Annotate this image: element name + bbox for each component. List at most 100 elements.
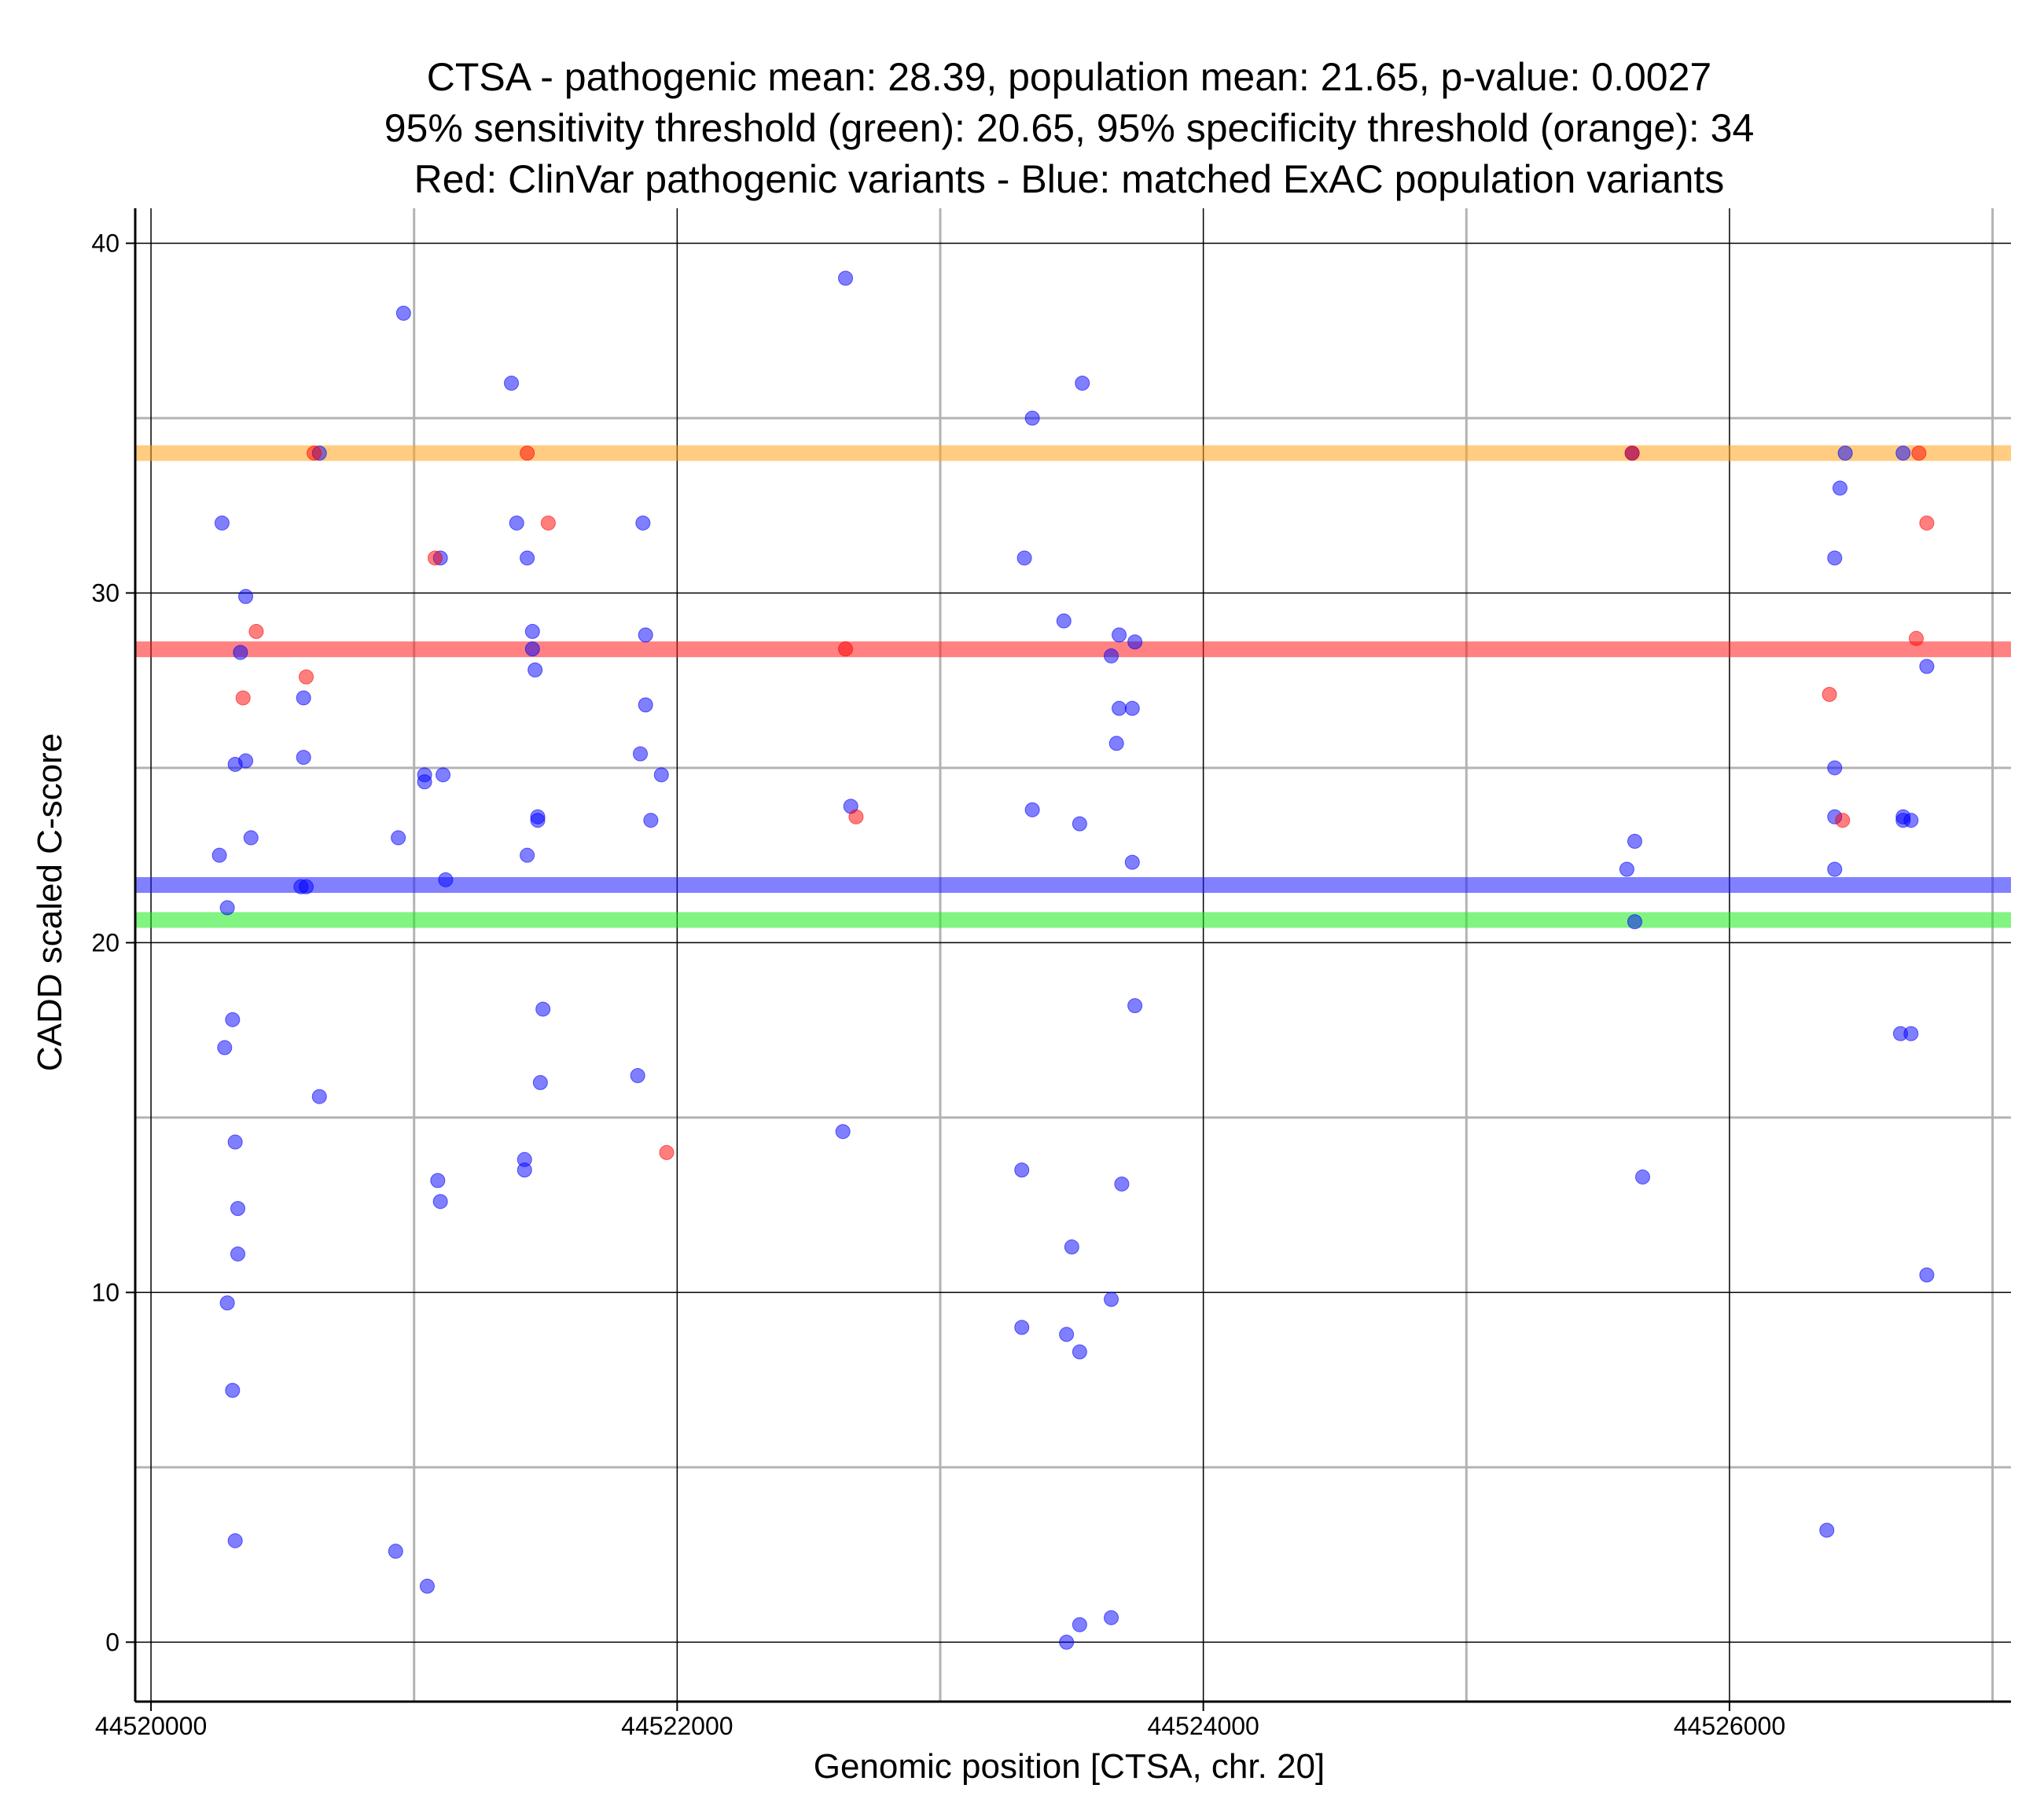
population-variant-point-40 (530, 813, 546, 828)
chart-title: CTSA - pathogenic mean: 28.39, populatio… (384, 55, 1755, 201)
pathogenic-variant-point-8 (838, 641, 854, 657)
population-variant-point-29 (436, 767, 451, 783)
population-variant-point-13 (219, 1295, 235, 1311)
pathogenic-variant-point-9 (848, 809, 864, 824)
population-variant-point-56 (1016, 550, 1032, 566)
population-variant-point-79 (1104, 1291, 1119, 1307)
population-variant-point-63 (1014, 1320, 1030, 1335)
pathogenic-variant-point-15 (1919, 515, 1935, 531)
population-variant-point-67 (1059, 1634, 1075, 1650)
pathogenic-variant-point-13 (1911, 445, 1927, 461)
population-variant-point-65 (1072, 1344, 1087, 1360)
population-variant-point-19 (299, 879, 314, 894)
population-variant-point-45 (517, 1162, 532, 1178)
x-tick-label-2: 44524000 (1147, 1712, 1259, 1740)
population-variant-point-43 (532, 1074, 548, 1090)
y-tick-label-4: 40 (91, 229, 119, 257)
population-variant-point-49 (633, 746, 649, 762)
population-variant-point-95 (1903, 813, 1919, 828)
pathogenic-variant-point-11 (1822, 687, 1837, 703)
population-variant-point-74 (1124, 700, 1140, 716)
pathogenic-variant-point-14 (1909, 630, 1925, 646)
x-tick-label-3: 44526000 (1674, 1712, 1785, 1740)
title-line-1: CTSA - pathogenic mean: 28.39, populatio… (427, 55, 1711, 99)
population-variant-point-27 (419, 1578, 435, 1594)
x-tick-label-0: 44520000 (95, 1712, 207, 1740)
population-variant-point-0 (214, 515, 230, 531)
pathogenic-variant-point-0 (248, 623, 264, 639)
population-variant-point-92 (1895, 445, 1911, 461)
population-variant-point-2 (219, 900, 235, 916)
population-variant-point-86 (1827, 550, 1843, 566)
title-line-2: 95% sensitivity threshold (green): 20.65… (384, 106, 1755, 150)
pathogenic-variant-point-1 (235, 690, 251, 706)
population-variant-point-72 (1104, 648, 1119, 664)
y-axis-label: CADD scaled C-score (31, 733, 69, 1071)
population-variant-point-8 (225, 1012, 241, 1027)
y-tick-label-2: 20 (91, 928, 119, 957)
population-variant-point-6 (233, 644, 248, 660)
population-variant-point-60 (1024, 802, 1040, 817)
population-variant-point-12 (230, 1246, 246, 1261)
population-variant-point-36 (524, 623, 540, 639)
title-line-3: Red: ClinVar pathogenic variants - Blue:… (414, 157, 1725, 201)
population-variant-point-34 (509, 515, 524, 531)
axes (134, 208, 2011, 1703)
population-variant-point-26 (417, 774, 432, 790)
population-variant-point-50 (653, 767, 669, 783)
population-variant-point-76 (1124, 854, 1140, 870)
y-tick-label-0: 0 (105, 1628, 119, 1656)
population-variant-point-87 (1832, 480, 1847, 496)
population-variant-point-16 (296, 690, 311, 706)
x-axis-label: Genomic position [CTSA, chr. 20] (814, 1747, 1325, 1786)
population-variant-point-64 (1059, 1327, 1075, 1342)
population-variant-point-24 (388, 1544, 403, 1559)
population-variant-point-4 (238, 753, 254, 769)
population-variant-point-22 (395, 305, 411, 321)
population-variant-point-41 (520, 847, 535, 863)
population-variant-point-81 (1627, 833, 1642, 849)
population-variant-point-98 (1919, 659, 1935, 674)
y-axis-ticks: 0 10 20 30 40 (91, 229, 135, 1656)
reference-lines (135, 445, 2011, 928)
population-variant-point-31 (430, 1173, 446, 1188)
y-tick-label-3: 30 (91, 578, 119, 607)
major-gridlines (135, 208, 2011, 1702)
population-variant-point-55 (835, 1124, 851, 1140)
data-points (211, 270, 1935, 1650)
population-variant-point-21 (311, 1089, 327, 1104)
population-variant-point-84 (1635, 1170, 1651, 1185)
population-variant-point-33 (504, 375, 520, 391)
pathogenic-variant-point-10 (1624, 445, 1640, 461)
population-variant-point-38 (528, 662, 543, 677)
population-variant-point-23 (391, 830, 406, 846)
population-variant-point-37 (524, 641, 540, 657)
population-variant-point-77 (1127, 998, 1143, 1014)
population-variant-point-1 (211, 847, 227, 863)
population-variant-point-73 (1112, 700, 1127, 716)
population-variant-point-78 (1114, 1176, 1130, 1192)
population-variant-point-10 (227, 1134, 243, 1150)
pathogenic-variant-point-4 (427, 550, 443, 566)
population-variant-point-83 (1627, 914, 1642, 930)
pathogenic-variant-point-6 (540, 515, 556, 531)
population-variant-point-71 (1127, 634, 1143, 650)
population-variant-point-51 (643, 813, 659, 828)
y-tick-label-1: 10 (91, 1278, 119, 1306)
population-variant-point-48 (638, 697, 653, 713)
population-variant-point-99 (1919, 1267, 1935, 1283)
x-tick-label-1: 44522000 (621, 1712, 733, 1740)
population-variant-point-66 (1064, 1239, 1079, 1255)
population-variant-point-61 (1072, 816, 1087, 832)
population-variant-point-7 (243, 830, 259, 846)
population-variant-point-47 (638, 627, 653, 643)
population-variant-point-35 (520, 550, 535, 566)
population-variant-point-57 (1056, 613, 1072, 629)
population-variant-point-59 (1075, 375, 1090, 391)
population-variant-point-42 (535, 1001, 551, 1017)
population-variant-point-46 (635, 515, 651, 531)
population-variant-point-68 (1072, 1617, 1087, 1632)
population-variant-point-62 (1014, 1162, 1030, 1178)
population-variant-point-85 (1819, 1522, 1835, 1538)
